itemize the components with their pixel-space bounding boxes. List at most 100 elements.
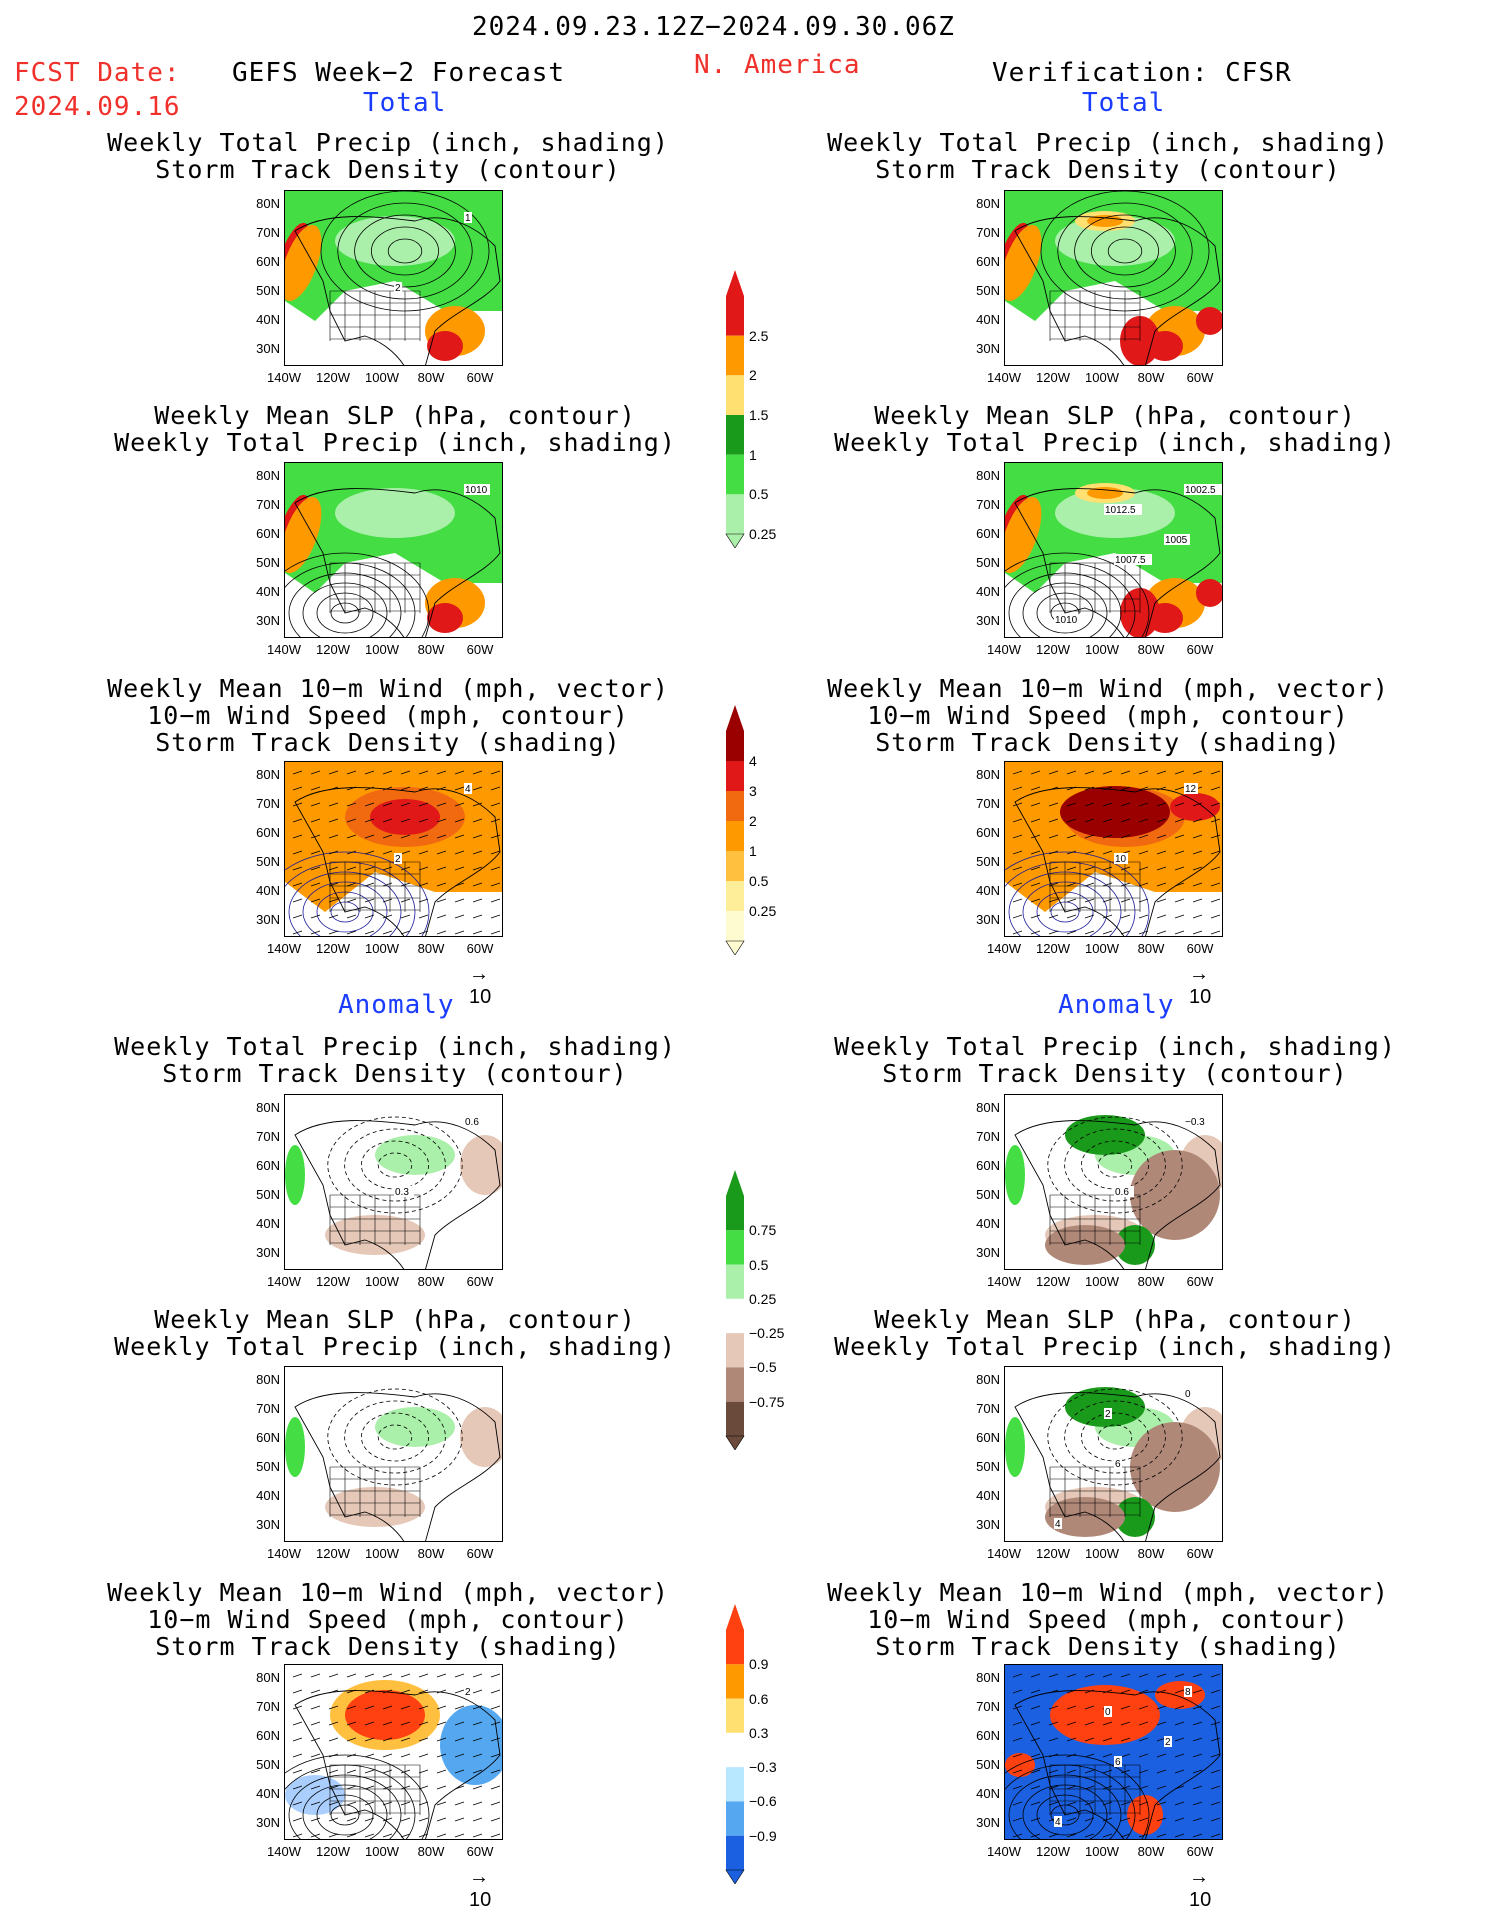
track-anom-pos-max [345,1690,425,1740]
colorbar-segment [726,851,744,881]
colorbar-segment [726,1630,744,1665]
lon-tick-label: 80W [417,941,445,956]
track-contour [1074,214,1176,288]
map-canvas: 8 6 4 0 2 [1005,1665,1222,1839]
lon-tick-label: 100W [1085,1274,1119,1289]
slp-contour [1005,552,1150,637]
track-anom-pos-west [1005,1753,1035,1777]
lat-tick-label: 80N [976,1372,1000,1387]
coastline [294,1392,501,1541]
colorbar-label: 0.9 [749,1656,769,1673]
colorbar-segment [726,761,744,791]
lon-tick-label: 120W [316,1274,350,1289]
contour-label: 0.3 [395,1187,409,1198]
contour-label: 1002.5 [1185,485,1216,496]
contour-label: 2 [1165,1737,1171,1748]
lon-tick-label: 80W [1137,642,1165,657]
lon-tick-label: 60W [466,370,494,385]
lat-tick-label: 70N [256,1699,280,1714]
title-fcst-total-precip: Weekly Total Precip (inch, shading) Storm… [107,128,669,184]
lat-tick-label: 30N [256,1815,280,1830]
colorbar-label: 2.5 [749,327,769,344]
colorbar-label: 0.5 [749,873,769,889]
lat-tick-label: 30N [256,341,280,356]
contour-label: 2 [395,854,401,865]
colorbar-segment [726,415,744,455]
map-canvas: 1010 [285,463,502,637]
lon-tick-label: 140W [987,941,1021,956]
section-anomaly-right: Anomaly [1058,990,1175,1020]
lat-tick-label: 60N [976,1158,1000,1173]
wind-vectors [1012,770,1221,935]
title-fcst-anom-precip: Weekly Total Precip (inch, shading) Storm… [114,1032,676,1088]
track-contour [1107,238,1143,264]
state-boundaries [1049,1194,1141,1245]
lon-tick-label: 80W [1137,1844,1165,1859]
contour-label: 6 [1115,1757,1121,1768]
title-ver-total-wind: Weekly Mean 10−m Wind (mph, vector) 10−m … [827,674,1389,757]
contour-label: 0.6 [1115,1187,1129,1198]
colorbar-precip-anom [725,1170,745,1450]
title-fcst-anom-wind: Weekly Mean 10−m Wind (mph, vector) 10−m … [107,1578,669,1661]
lon-tick-label: 120W [1036,370,1070,385]
lat-tick-label: 80N [256,1372,280,1387]
lat-tick-label: 70N [256,225,280,240]
anom-precip-wet-north [1065,1115,1145,1155]
lat-tick-label: 30N [976,613,1000,628]
coastline [294,488,501,637]
lat-tick-label: 30N [256,1517,280,1532]
colorbar-arrow-top [726,270,744,296]
lat-tick-label: 30N [976,912,1000,927]
title-ver-anom-wind: Weekly Mean 10−m Wind (mph, vector) 10−m … [827,1578,1389,1661]
lon-tick-label: 120W [1036,1274,1070,1289]
contour-label: 1007.5 [1115,555,1146,566]
lon-tick-label: 140W [267,941,301,956]
colorbar-label: −0.6 [749,1793,777,1810]
colorbar-segment [726,911,744,941]
anom-precip-wet [375,1407,455,1447]
lat-tick-label: 40N [976,584,1000,599]
lon-tick-label: 140W [987,1546,1021,1561]
coastline [1014,1120,1221,1269]
contour-label: 4 [1055,1519,1061,1530]
title-ver-anom-precip: Weekly Total Precip (inch, shading) Storm… [834,1032,1396,1088]
lat-tick-label: 50N [976,1187,1000,1202]
colorbar-segment [726,335,744,376]
lat-tick-label: 40N [256,312,280,327]
section-anomaly-left: Anomaly [338,990,455,1020]
lon-tick-label: 100W [1085,642,1119,657]
colorbar-precip-total [725,270,745,548]
lat-tick-label: 30N [976,341,1000,356]
anom-precip-dry-east [1130,1422,1220,1512]
lat-tick-label: 60N [976,526,1000,541]
track-shading-peak [1060,786,1170,838]
colorbar-label: −0.3 [749,1759,777,1776]
precip-atlantic-max [427,331,463,361]
lon-tick-label: 140W [267,1546,301,1561]
lat-tick-label: 50N [976,555,1000,570]
section-total-left: Total [363,88,447,118]
lat-tick-label: 50N [976,1757,1000,1772]
lon-tick-label: 140W [267,1274,301,1289]
lat-tick-label: 60N [256,1158,280,1173]
lat-tick-label: 60N [976,254,1000,269]
anom-precip-wet-pacific [285,1417,305,1477]
contour-label: 4 [1055,1817,1061,1828]
colorbar-segment [726,1367,744,1402]
lat-tick-label: 60N [976,825,1000,840]
vector-scale-label: 10 [469,1889,492,1911]
precip-north-max [1087,215,1123,227]
coastline [1014,787,1221,936]
state-boundaries [1049,1764,1141,1815]
lat-tick-label: 60N [256,526,280,541]
wind-anom-contour [1005,1754,1150,1839]
colorbar-segment [726,494,744,534]
state-boundaries [1049,1466,1141,1517]
lon-tick-label: 60W [466,1546,494,1561]
fcst-date-value: 2024.09.16 [14,92,181,122]
track-anom-contour [344,1128,446,1202]
slp-anom-contour [1097,1424,1133,1450]
lon-tick-label: 100W [365,941,399,956]
lon-tick-label: 120W [316,1844,350,1859]
